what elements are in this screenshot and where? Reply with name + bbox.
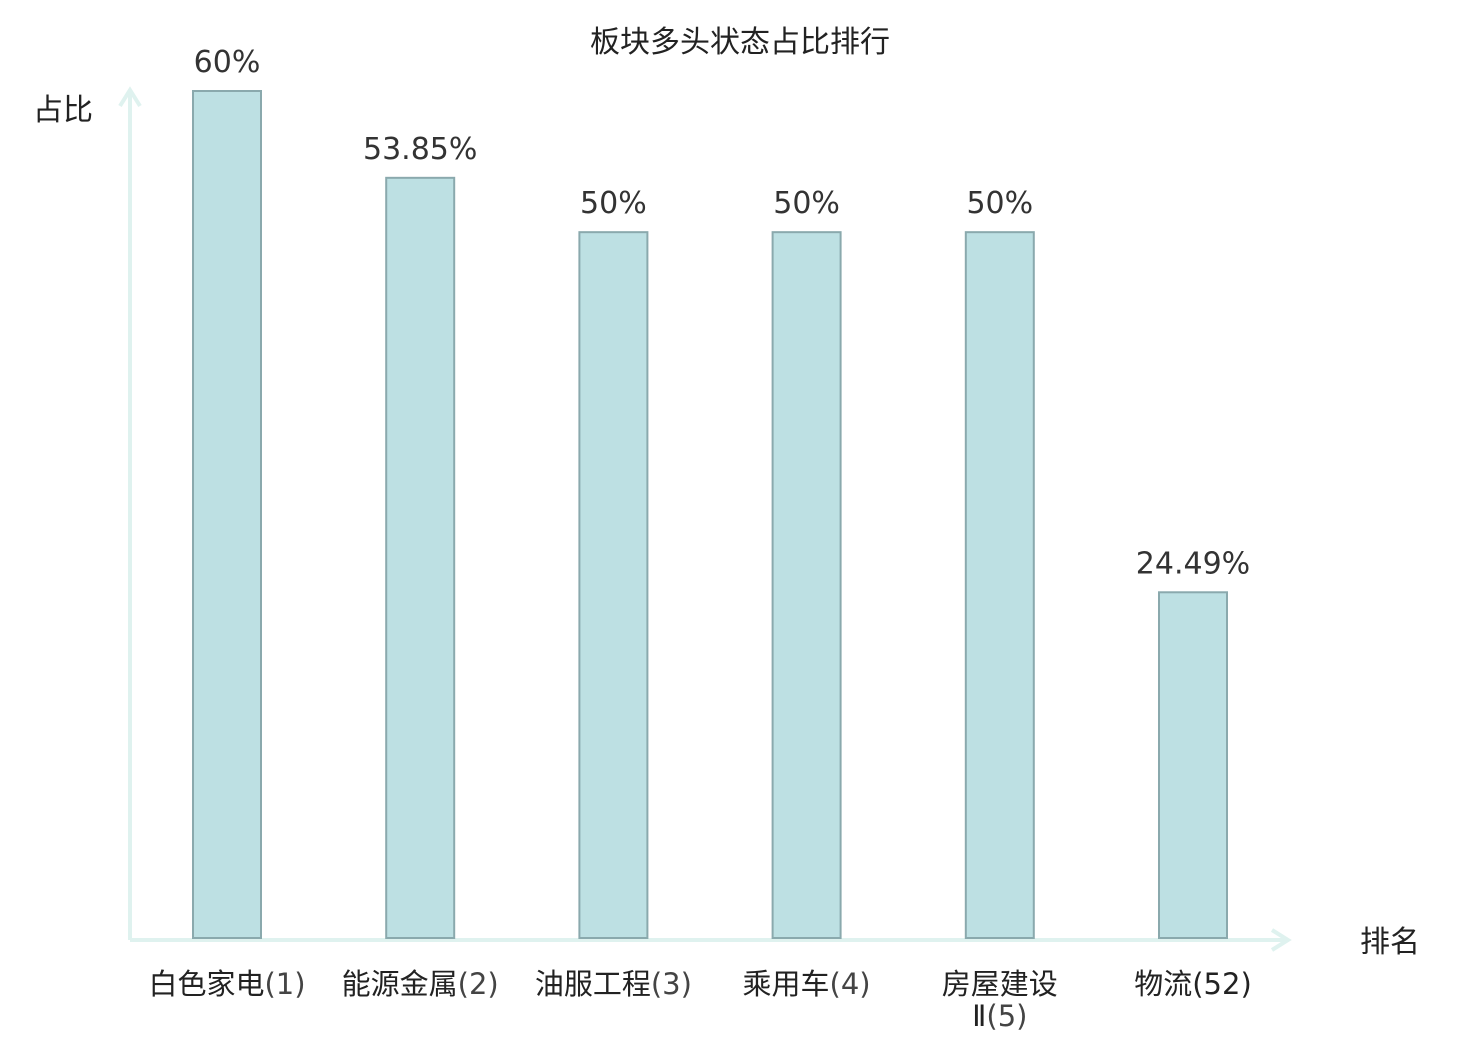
bar: [1158, 591, 1228, 939]
bars: [192, 90, 1228, 939]
y-axis-label: 占比: [33, 93, 93, 128]
axes: [118, 86, 1292, 952]
category-label: 油服工程(3): [535, 967, 692, 1001]
category-label-line2: Ⅱ(5): [972, 999, 1027, 1033]
value-label: 60%: [194, 45, 261, 80]
bar: [192, 90, 262, 939]
value-label: 50%: [966, 186, 1033, 221]
bar: [578, 231, 649, 939]
category-label: 能源金属(2): [342, 967, 499, 1001]
value-label: 50%: [580, 186, 647, 221]
category-label: 房屋建设: [942, 967, 1058, 1001]
bar: [771, 231, 842, 939]
value-label: 50%: [773, 186, 840, 221]
bar: [385, 176, 456, 939]
category-label: 乘用车(4): [743, 967, 871, 1001]
value-label: 24.49%: [1136, 546, 1250, 581]
chart-title: 板块多头状态占比排行: [590, 25, 890, 60]
category-label: 白色家电(1): [148, 967, 305, 1001]
value-labels: 60% 53.85% 50% 50% 50% 24.49%: [194, 45, 1251, 581]
category-label: 物流(52): [1134, 967, 1252, 1001]
bar: [964, 231, 1035, 939]
value-label: 53.85%: [363, 132, 477, 167]
x-axis-arrow: [1270, 928, 1292, 952]
x-axis-label: 排名: [1360, 925, 1420, 960]
y-axis-arrow: [118, 86, 142, 108]
